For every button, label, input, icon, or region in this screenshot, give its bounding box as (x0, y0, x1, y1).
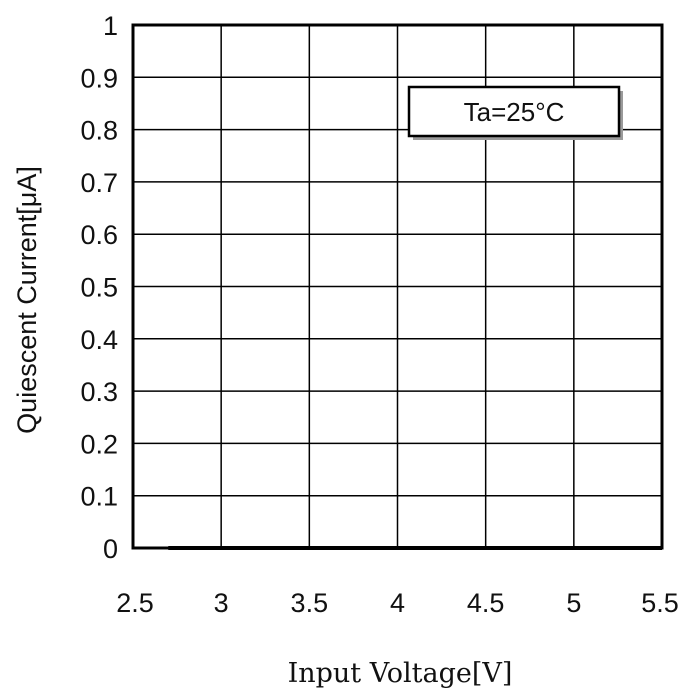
annotation-frame (407, 85, 621, 138)
y-tick-label: 0.6 (80, 220, 118, 250)
x-tick-label: 3.5 (291, 588, 329, 618)
y-tick-labels: 0 0.1 0.2 0.3 0.4 0.5 0.6 0.7 0.8 0.9 1 (80, 11, 118, 564)
x-tick-label: 5.5 (641, 588, 679, 618)
x-tick-labels: 2.5 3 3.5 4 4.5 5 5.5 (116, 588, 679, 618)
plot-frame (131, 23, 664, 550)
x-tick-label: 4 (390, 588, 405, 618)
y-axis-label: Quiescent Current[μA] (12, 166, 42, 434)
y-tick-label: 1 (103, 11, 118, 41)
x-tick-label: 4.5 (467, 588, 505, 618)
y-tick-label: 0.8 (80, 116, 118, 146)
y-tick-label: 0.4 (80, 325, 118, 355)
y-tick-label: 0.3 (80, 377, 118, 407)
y-tick-label: 0.1 (80, 482, 118, 512)
annotation-text: Ta=25°C (464, 97, 565, 127)
x-tick-label: 2.5 (116, 588, 154, 618)
y-tick-label: 0.5 (80, 273, 118, 303)
x-axis-label: Input Voltage[V] (288, 658, 513, 689)
y-tick-label: 0.9 (80, 63, 118, 93)
x-tick-label: 5 (566, 588, 581, 618)
y-tick-label: 0.7 (80, 168, 118, 198)
x-tick-label: 3 (214, 588, 229, 618)
y-tick-label: 0 (103, 534, 118, 564)
temperature-annotation: Ta=25°C (407, 85, 623, 140)
y-tick-label: 0.2 (80, 429, 118, 459)
